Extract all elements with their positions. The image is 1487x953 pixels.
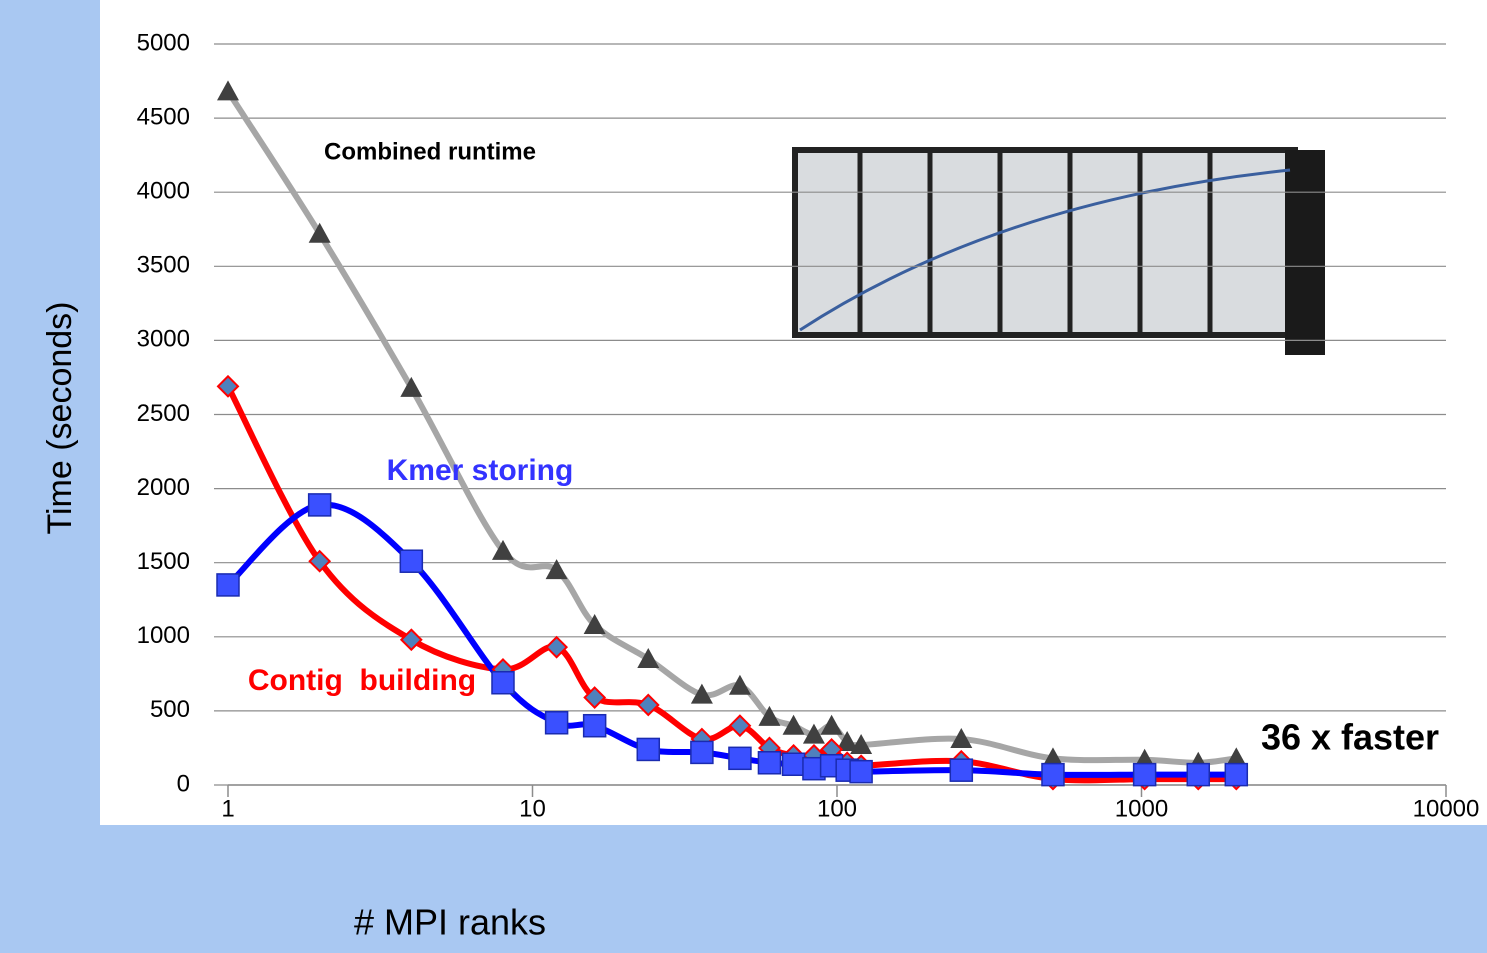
marker [758,752,780,774]
y-tick-label: 3000 [137,326,190,353]
marker [1134,764,1156,786]
marker [584,715,606,737]
marker [546,712,568,734]
x-tick-label: 1000 [1115,795,1168,822]
y-tick-label: 0 [177,770,190,797]
x-tick-label: 1 [221,795,234,822]
x-tick-label: 10 [519,795,546,822]
marker [217,574,239,596]
series-label: Contig building [248,664,476,697]
y-tick-label: 4500 [137,103,190,130]
marker [309,494,331,516]
y-axis-label: Time (seconds) [41,301,79,534]
computer-image [795,150,1325,355]
marker [691,741,713,763]
marker [637,738,659,760]
marker [783,753,805,775]
y-tick-label: 2500 [137,400,190,427]
y-tick-label: 2000 [137,474,190,501]
marker [950,759,972,781]
marker [850,761,872,783]
marker [1042,764,1064,786]
y-tick-label: 500 [150,696,190,723]
x-tick-label: 100 [817,795,857,822]
x-tick-label: 10000 [1413,795,1480,822]
y-tick-label: 5000 [137,29,190,56]
marker [400,550,422,572]
marker [1225,764,1247,786]
y-tick-label: 4000 [137,178,190,205]
marker [1187,764,1209,786]
series-label: Combined runtime [324,138,536,165]
y-tick-label: 3500 [137,252,190,279]
marker [492,672,514,694]
plot-panel [100,0,1487,825]
marker [729,747,751,769]
y-tick-label: 1000 [137,622,190,649]
page: # MPI ranks Time (seconds) 0 500 1000 1500 2… [0,0,1487,953]
x-axis-label: # MPI ranks [354,902,546,943]
series-label: Kmer storing [387,454,574,487]
chart: # MPI ranks Time (seconds) 0 500 1000 1500 2… [0,0,1487,953]
y-tick-label: 1500 [137,548,190,575]
annotation: 36 x faster [1261,717,1439,758]
